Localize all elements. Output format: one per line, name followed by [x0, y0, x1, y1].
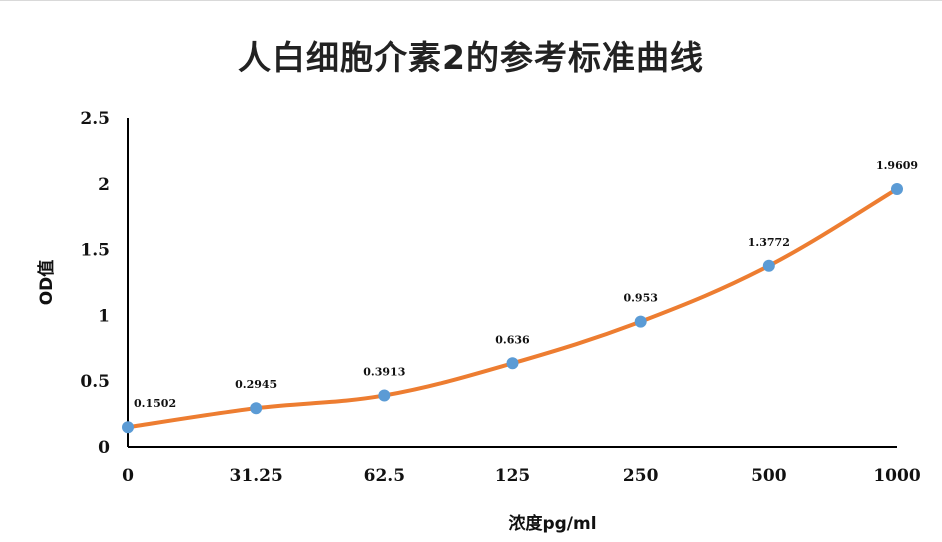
y-tick-label: 1 — [98, 306, 110, 326]
x-tick-label: 31.25 — [230, 466, 283, 486]
ticks-layer: 0 0.5 1 1.5 2 2.5 0 31.25 62.5 125 250 500 1000 — [80, 109, 920, 486]
data-label: 0.636 — [495, 333, 530, 346]
y-tick-label: 0 — [98, 438, 110, 458]
data-point — [506, 357, 519, 370]
x-tick-label: 500 — [751, 466, 787, 486]
x-tick-label: 250 — [623, 466, 659, 486]
data-label: 0.2945 — [235, 378, 277, 391]
y-tick-label: 2.5 — [80, 109, 110, 129]
y-tick-label: 2 — [98, 175, 110, 195]
data-point — [634, 315, 647, 328]
x-tick-label: 0 — [122, 466, 134, 486]
x-tick-label: 62.5 — [364, 466, 405, 486]
series-line — [126, 186, 899, 430]
data-label: 0.1502 — [134, 397, 176, 410]
axes-layer — [127, 118, 897, 448]
data-point — [762, 259, 775, 272]
x-tick-label: 125 — [495, 466, 531, 486]
data-label: 1.9609 — [876, 159, 918, 172]
data-point — [250, 402, 263, 415]
y-axis-title: OD值 — [36, 260, 57, 306]
data-point — [122, 421, 134, 434]
y-tick-label: 0.5 — [80, 372, 110, 392]
data-label: 0.953 — [623, 292, 657, 305]
chart-title: 人白细胞介素2的参考标准曲线 — [238, 38, 704, 77]
y-tick-label: 1.5 — [80, 241, 110, 261]
series-layer — [122, 182, 903, 434]
data-label: 1.3772 — [748, 236, 790, 249]
x-tick-label: 1000 — [873, 466, 920, 486]
data-labels-layer: 0.1502 0.2945 0.3913 0.636 0.953 1.3772 1.9609 — [134, 159, 918, 410]
x-axis-title: 浓度pg/ml — [508, 513, 596, 534]
data-label: 0.3913 — [363, 366, 405, 379]
data-point — [891, 182, 903, 195]
data-point — [378, 389, 391, 402]
